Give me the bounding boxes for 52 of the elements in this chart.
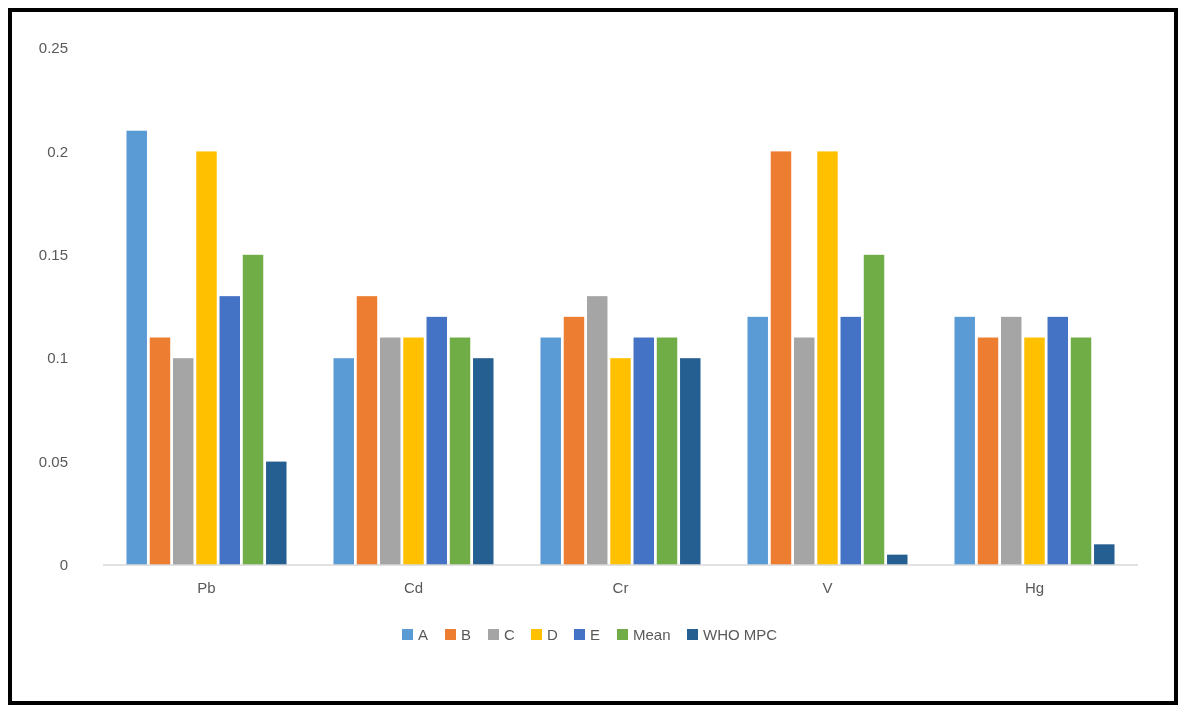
bar — [680, 358, 701, 565]
legend-label: D — [547, 626, 558, 644]
y-tick-label: 0.1 — [47, 349, 68, 367]
bar — [266, 461, 287, 565]
bar — [587, 296, 608, 565]
bar — [863, 254, 885, 565]
bar — [817, 151, 838, 565]
bar — [610, 358, 631, 565]
bar — [656, 337, 678, 565]
legend-label: WHO MPC — [703, 626, 778, 644]
bar — [126, 130, 147, 565]
x-tick-label: Hg — [1024, 579, 1045, 596]
x-tick-label: Cr — [612, 579, 629, 596]
bar — [840, 316, 861, 565]
bar — [1047, 316, 1068, 565]
y-tick-label: 0 — [59, 556, 68, 574]
legend-label: A — [418, 626, 429, 644]
legend-label: Mean — [633, 626, 671, 644]
bar — [356, 296, 378, 565]
bar — [449, 337, 471, 565]
bar — [333, 358, 354, 565]
bar — [149, 337, 171, 565]
bar — [633, 337, 654, 565]
x-tick-label: V — [822, 579, 833, 596]
bar — [1024, 337, 1045, 565]
bar — [173, 358, 194, 565]
bar — [770, 151, 792, 565]
bar — [403, 337, 424, 565]
bar — [747, 316, 768, 565]
bar — [954, 316, 975, 565]
x-tick-label: Cd — [403, 579, 424, 596]
bar — [977, 337, 999, 565]
y-tick-label: 0.25 — [38, 39, 68, 57]
bar — [540, 337, 561, 565]
legend-label: C — [504, 626, 515, 644]
bar — [380, 337, 401, 565]
bar — [426, 316, 447, 565]
bar — [563, 316, 585, 565]
legend-label: E — [590, 626, 601, 644]
bar — [1094, 544, 1115, 565]
bar — [196, 151, 217, 565]
y-tick-label: 0.15 — [38, 246, 68, 264]
bar — [219, 296, 240, 565]
x-tick-label: Pb — [197, 579, 216, 596]
bar — [242, 254, 264, 565]
bar — [1001, 316, 1022, 565]
legend-label: B — [461, 626, 472, 644]
y-tick-label: 0.2 — [47, 142, 68, 160]
bar — [1070, 337, 1092, 565]
y-tick-label: 0.05 — [38, 452, 68, 470]
bar — [794, 337, 815, 565]
bar — [473, 358, 494, 565]
